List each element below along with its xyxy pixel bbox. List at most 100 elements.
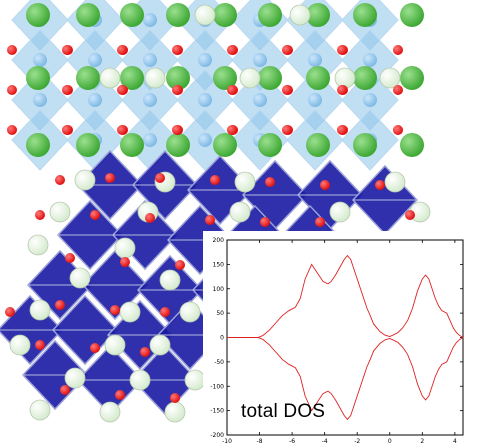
oxygen-atom [90, 210, 100, 220]
green-atom [76, 66, 100, 90]
green-atom [213, 133, 237, 157]
oxygen-atom [35, 340, 45, 350]
oxygen-atom [260, 217, 270, 227]
pale-atom [149, 334, 171, 356]
oxygen-atom [393, 85, 403, 95]
pale-atom [289, 4, 311, 26]
pale-atom [49, 201, 71, 223]
green-atom [353, 133, 377, 157]
oxygen-atom [172, 45, 182, 55]
green-atom [166, 133, 190, 157]
metal-atom [143, 13, 157, 27]
green-atom [258, 66, 282, 90]
oxygen-atom [117, 45, 127, 55]
green-atom [400, 66, 424, 90]
pale-atom [27, 234, 49, 256]
pale-atom [29, 299, 51, 321]
oxygen-atom [227, 125, 237, 135]
metal-atom [363, 93, 377, 107]
oxygen-atom [110, 305, 120, 315]
metal-atom [33, 93, 47, 107]
green-atom [400, 3, 424, 27]
pale-atom [229, 201, 251, 223]
y-tick-label: -150 [210, 408, 224, 415]
oxygen-atom [172, 125, 182, 135]
pale-atom [184, 369, 206, 391]
oxygen-atom [265, 177, 275, 187]
pale-atom [329, 201, 351, 223]
oxygen-atom [65, 253, 75, 263]
oxygen-atom [282, 125, 292, 135]
y-tick-label: 200 [213, 237, 225, 244]
green-atom [353, 3, 377, 27]
oxygen-atom [175, 260, 185, 270]
oxygen-atom [35, 210, 45, 220]
oxygen-atom [337, 85, 347, 95]
green-atom [306, 66, 330, 90]
pale-atom [159, 269, 181, 291]
oxygen-atom [375, 180, 385, 190]
pale-atom [99, 401, 121, 423]
metal-atom [143, 93, 157, 107]
oxygen-atom [7, 125, 17, 135]
pale-atom [334, 67, 356, 89]
oxygen-atom [393, 125, 403, 135]
oxygen-atom [160, 307, 170, 317]
oxygen-atom [145, 213, 155, 223]
pale-atom [234, 171, 256, 193]
oxygen-atom [227, 45, 237, 55]
x-tick-label: -8 [257, 438, 263, 445]
y-tick-label: -200 [210, 432, 224, 439]
oxygen-atom [62, 45, 72, 55]
pale-atom [239, 67, 261, 89]
pale-atom [9, 334, 31, 356]
oxygen-atom [210, 175, 220, 185]
dos-plot: -10 -8 -6 -4 -2 0 2 4 -200 -150 -100 -50 0 50 100 150 20… [210, 237, 464, 445]
metal-atom [143, 53, 157, 67]
metal-atom [88, 53, 102, 67]
oxygen-atom [5, 307, 15, 317]
oxygen-atom [315, 217, 325, 227]
green-atom [120, 66, 144, 90]
x-tick-label: 4 [453, 438, 457, 445]
x-tick-label: 0 [388, 438, 392, 445]
pale-atom [114, 237, 136, 259]
green-atom [166, 3, 190, 27]
oxygen-atom [117, 85, 127, 95]
pale-atom [99, 67, 121, 89]
oxygen-atom [117, 125, 127, 135]
metal-atom [198, 53, 212, 67]
green-atom [213, 66, 237, 90]
green-atom [258, 133, 282, 157]
green-atom [258, 3, 282, 27]
green-atom [353, 66, 377, 90]
y-tick-label: -100 [210, 383, 224, 390]
pale-atom [74, 169, 96, 191]
metal-atom [253, 53, 267, 67]
x-tick-label: -2 [354, 438, 360, 445]
green-atom [306, 3, 330, 27]
green-atom [306, 133, 330, 157]
metal-atom [143, 133, 157, 147]
dos-curve-up [227, 254, 464, 338]
x-tick-label: -4 [322, 438, 328, 445]
green-atom [26, 66, 50, 90]
pale-atom [194, 4, 216, 26]
oxygen-atom [120, 257, 130, 267]
y-tick-label: 50 [216, 310, 224, 317]
pale-atom [69, 267, 91, 289]
oxygen-atom [90, 343, 100, 353]
pale-atom [384, 171, 406, 193]
green-atom [120, 133, 144, 157]
oxygen-atom [337, 125, 347, 135]
x-tick-label: 2 [420, 438, 424, 445]
green-atom [213, 3, 237, 27]
oxygen-atom [227, 85, 237, 95]
oxygen-atom [405, 210, 415, 220]
oxygen-atom [55, 300, 65, 310]
y-tick-label: 150 [213, 261, 225, 268]
oxygen-atom [172, 85, 182, 95]
pale-atom [129, 369, 151, 391]
oxygen-atom [105, 173, 115, 183]
